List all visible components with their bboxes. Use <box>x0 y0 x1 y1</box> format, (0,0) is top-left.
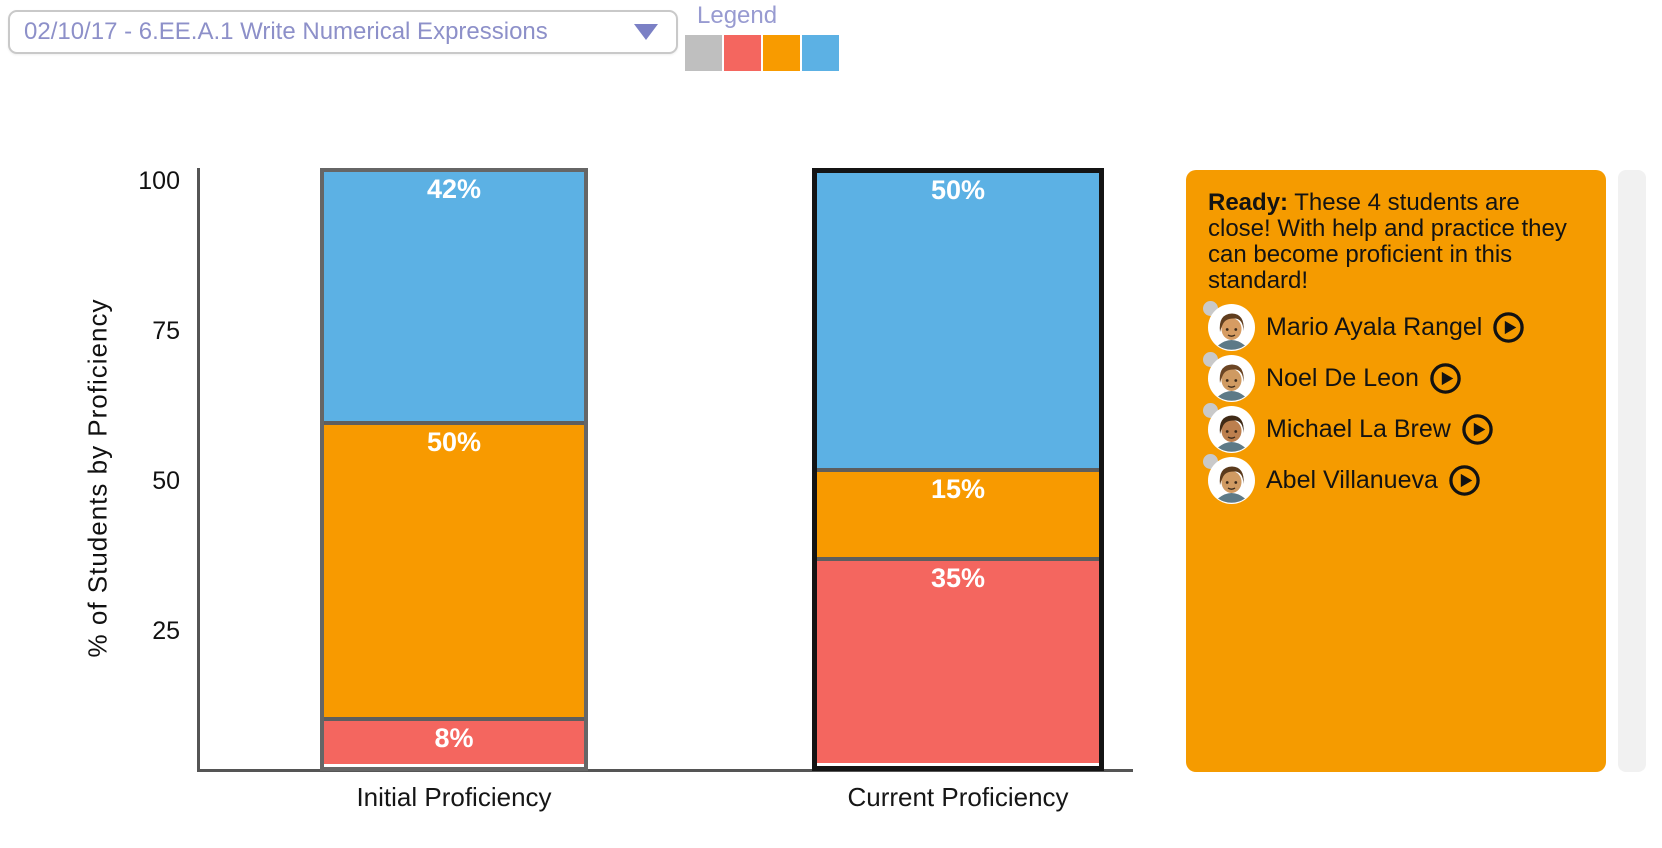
segment-value-label: 8% <box>434 722 474 753</box>
segment-value-label: 50% <box>930 175 986 205</box>
next-card-peek[interactable] <box>1618 170 1646 772</box>
student-name: Abel Villanueva <box>1266 466 1438 494</box>
student-name: Noel De Leon <box>1266 364 1419 392</box>
bar-segment-red[interactable]: 8% <box>324 716 584 764</box>
boy-avatar-icon <box>1208 304 1255 351</box>
boy-avatar-icon <box>1208 406 1255 453</box>
play-button[interactable] <box>1461 413 1494 446</box>
panel-message: Ready: These 4 students are close! With … <box>1208 190 1586 294</box>
student-row-michael-la-brew[interactable]: Michael La Brew <box>1203 403 1586 453</box>
student-row-noel-de-leon[interactable]: Noel De Leon <box>1203 352 1586 402</box>
play-icon <box>1462 414 1493 445</box>
chevron-down-icon <box>634 24 658 40</box>
y-axis-tick: 100 <box>138 167 180 195</box>
y-axis-tick: 75 <box>152 317 180 345</box>
play-icon <box>1493 312 1525 343</box>
bar-initial-proficiency[interactable]: 42% 50% 8% <box>320 168 588 771</box>
student-name: Mario Ayala Rangel <box>1266 313 1483 341</box>
play-button[interactable] <box>1448 464 1481 497</box>
segment-value-label: 42% <box>426 174 482 204</box>
student-name: Michael La Brew <box>1266 415 1451 443</box>
legend-swatches <box>685 35 839 71</box>
student-row-abel-villanueva[interactable]: Abel Villanueva <box>1203 454 1586 504</box>
y-axis-tick: 25 <box>152 617 180 645</box>
student-list: Mario Ayala Rangel Noel De Leon <box>1203 301 1586 504</box>
panel-heading: Ready: <box>1208 189 1289 216</box>
legend-swatch <box>685 35 722 71</box>
bar-segment-blue[interactable]: 50% <box>817 173 1099 468</box>
bar-segment-orange[interactable]: 15% <box>817 468 1099 557</box>
x-axis-label-initial-proficiency: Initial Proficiency <box>356 782 552 812</box>
student-row-mario-ayala-rangel[interactable]: Mario Ayala Rangel <box>1203 301 1586 351</box>
bar-segment-blue[interactable]: 42% <box>324 172 584 421</box>
x-axis-line <box>197 769 1133 772</box>
legend-swatch <box>724 35 761 71</box>
student-avatar <box>1203 301 1255 351</box>
legend-swatch <box>802 35 839 71</box>
segment-value-label: 35% <box>930 562 986 593</box>
boy-avatar-icon <box>1208 355 1255 402</box>
legend: Legend <box>685 2 839 71</box>
legend-title: Legend <box>697 2 778 29</box>
ready-panel: Ready: These 4 students are close! With … <box>1186 170 1606 772</box>
panel-body: These 4 students are close! With help an… <box>1208 189 1567 294</box>
segment-value-label: 15% <box>930 474 986 504</box>
y-axis-tick: 50 <box>152 467 180 495</box>
assessment-dropdown[interactable]: 02/10/17 - 6.EE.A.1 Write Numerical Expr… <box>8 10 678 54</box>
x-axis-label-current-proficiency: Current Proficiency <box>847 782 1069 812</box>
play-button[interactable] <box>1429 362 1462 395</box>
legend-swatch <box>763 35 800 71</box>
student-avatar <box>1203 454 1255 504</box>
assessment-dropdown-value: 02/10/17 - 6.EE.A.1 Write Numerical Expr… <box>24 18 548 45</box>
student-avatar <box>1203 352 1255 402</box>
play-button[interactable] <box>1492 311 1525 344</box>
y-axis-line <box>197 168 200 772</box>
bar-current-proficiency[interactable]: 50% 15% 35% <box>812 168 1104 771</box>
segment-value-label: 50% <box>426 426 482 457</box>
student-avatar <box>1203 403 1255 453</box>
play-icon <box>1449 465 1480 496</box>
boy-avatar-icon <box>1208 457 1255 504</box>
play-icon <box>1430 363 1461 394</box>
bar-segment-red[interactable]: 35% <box>817 556 1099 763</box>
bar-segment-orange[interactable]: 50% <box>324 420 584 717</box>
